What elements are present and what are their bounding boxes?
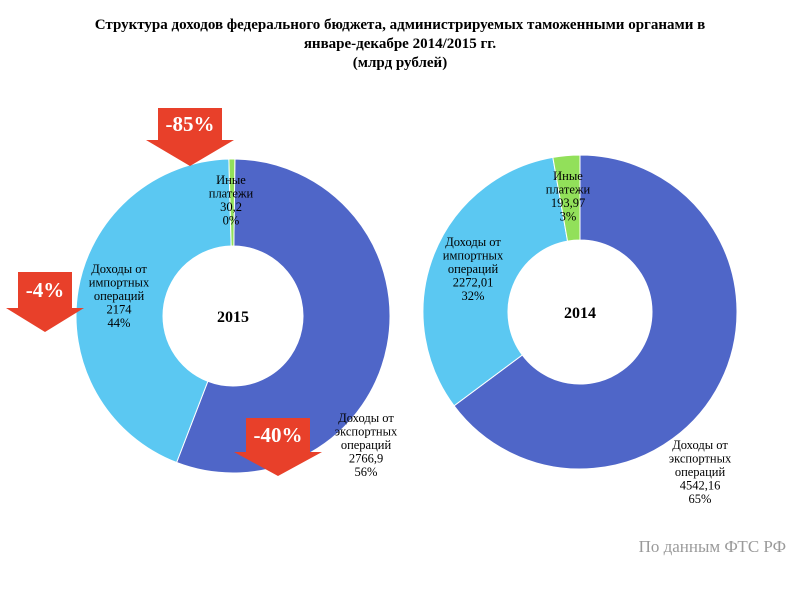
slice-imports-2015 — [75, 158, 232, 464]
data-label-imports-2015: Доходы от импортных операций 2174 44% — [89, 262, 150, 330]
arrow-annotation-other: -85% — [146, 108, 234, 166]
arrow-annotation-exports-text: -40% — [254, 423, 303, 447]
data-label-other-2015: Иные платежи 30,2 0% — [209, 173, 254, 228]
arrow-annotation-imports-shape — [6, 272, 84, 332]
arrow-annotation-exports: -40% — [234, 418, 322, 476]
data-label-exports-2015: Доходы от экспортных операций 2766,9 56% — [335, 411, 398, 479]
slice-imports-2014 — [422, 156, 569, 407]
slice-exports-2014 — [453, 154, 738, 470]
arrow-annotation-exports-shape — [234, 418, 322, 476]
chart-title: Структура доходов федерального бюджета, … — [60, 16, 740, 73]
arrow-annotation-imports-text: -4% — [26, 278, 65, 302]
arrow-annotation-other-shape — [146, 108, 234, 166]
slice-exports-2015 — [175, 158, 391, 474]
donut-2015: 2015 Доходы от экспортных операций 2766,9 56%… — [75, 158, 398, 479]
data-label-imports-2014: Доходы от импортных операций 2272,01 32% — [443, 235, 504, 303]
chart-title-line1: Структура доходов федерального бюджета, … — [94, 17, 706, 33]
slice-other-2014 — [552, 154, 581, 242]
data-label-exports-2014: Доходы от экспортных операций 4542,16 65% — [669, 438, 732, 506]
source-note: По данным ФТС РФ — [638, 537, 786, 556]
center-label-2015: 2015 — [217, 309, 249, 326]
center-label-2014: 2014 — [564, 305, 596, 322]
donut-2014: 2014 Доходы от экспортных операций 4542,16 65… — [422, 154, 738, 506]
chart-title-line2: январе-декабре 2014/2015 гг. — [303, 36, 497, 52]
slice-other-2015 — [228, 158, 236, 247]
arrow-annotation-imports: -4% — [6, 272, 84, 332]
data-label-other-2014: Иные платежи 193,97 3% — [546, 169, 591, 224]
arrow-annotation-other-text: -85% — [166, 112, 215, 136]
chart-title-line3: (млрд рублей) — [352, 55, 448, 71]
